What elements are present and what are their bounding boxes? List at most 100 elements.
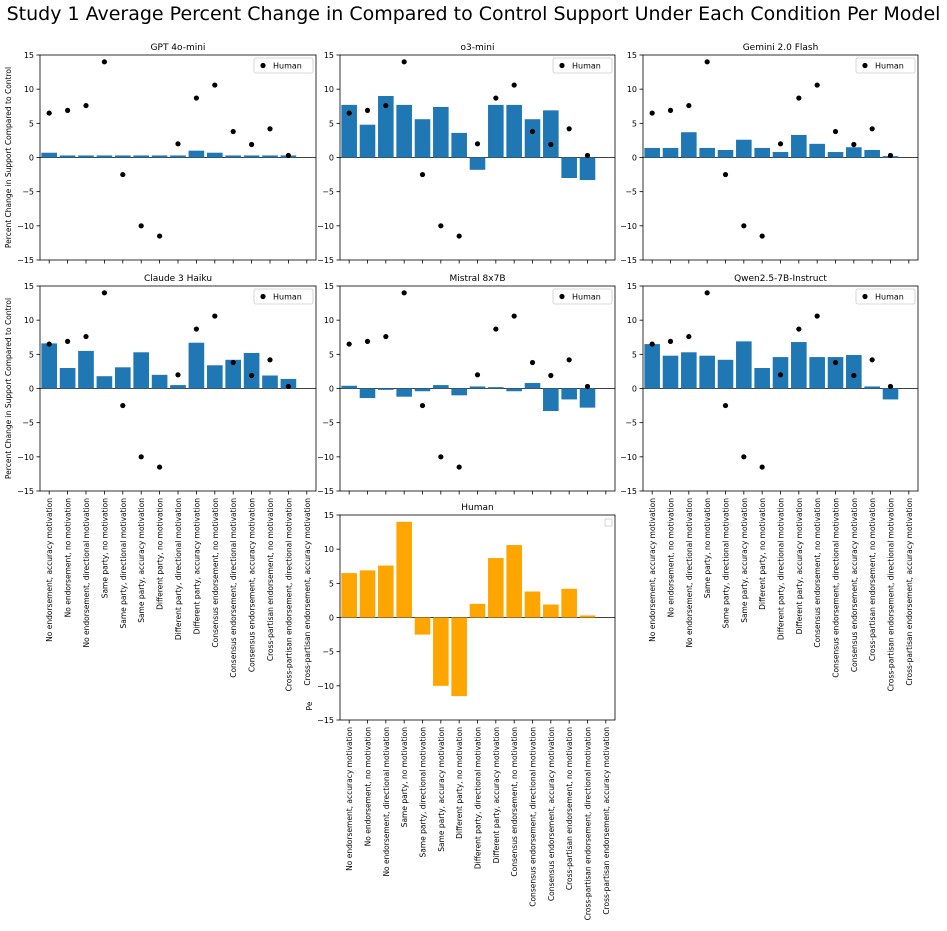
figure-title: Study 1 Average Percent Change in Compar… xyxy=(6,3,941,25)
y-tick-label: 5 xyxy=(29,350,34,359)
y-tick-label: −15 xyxy=(317,716,334,725)
human-dot xyxy=(686,333,692,340)
bar xyxy=(882,388,899,400)
y-tick-label: −15 xyxy=(620,487,637,496)
human-dot xyxy=(796,326,802,332)
bar xyxy=(96,155,113,158)
bar xyxy=(41,152,58,158)
bar xyxy=(681,132,697,158)
y-axis-label-fragment: Pe xyxy=(305,701,314,710)
bar xyxy=(78,155,94,158)
human-dot xyxy=(474,141,481,147)
human-dot xyxy=(511,82,517,88)
human-dot xyxy=(814,313,820,319)
legend-box xyxy=(253,288,314,305)
bar xyxy=(341,573,357,618)
bar xyxy=(506,545,522,618)
x-tick-label: Cross-partisan endorsement, accuracy mot… xyxy=(905,498,914,686)
x-tick-label: Consensus endorsement, directional motiv… xyxy=(229,498,238,678)
human-dot xyxy=(438,454,444,460)
bar xyxy=(827,357,844,389)
bar xyxy=(414,119,431,158)
x-tick-label: Cross-partisan endorsement, no motivatio… xyxy=(868,498,877,661)
human-dot xyxy=(401,59,407,65)
y-tick-label: −10 xyxy=(620,222,637,231)
human-dot xyxy=(419,402,426,409)
bar xyxy=(451,388,467,396)
bar xyxy=(699,147,715,158)
subplot-title: Gemini 2.0 Flash xyxy=(743,43,819,53)
subplot-title: Mistral 8x7B xyxy=(449,274,505,284)
bar xyxy=(433,106,449,158)
bar xyxy=(506,388,522,392)
human-dot xyxy=(230,359,236,366)
bar xyxy=(772,152,789,158)
bar xyxy=(206,152,223,158)
human-dot xyxy=(529,128,536,135)
bar xyxy=(579,157,596,181)
bar xyxy=(133,352,150,389)
bar xyxy=(451,617,467,697)
bar xyxy=(579,615,596,618)
x-tick-label: Cross-partisan endorsement, directional … xyxy=(887,498,896,692)
human-dot xyxy=(285,383,291,390)
y-tick-label: 15 xyxy=(24,51,34,60)
y-tick-label: −5 xyxy=(22,188,34,197)
human-dot xyxy=(649,341,655,347)
human-dot xyxy=(686,102,692,109)
bar xyxy=(754,147,770,158)
y-tick-label: −5 xyxy=(322,419,334,428)
x-tick-label: Consensus endorsement, no motivation xyxy=(211,498,220,648)
y-tick-label: 15 xyxy=(627,51,637,60)
bar xyxy=(378,565,394,618)
bar xyxy=(188,150,205,158)
human-dot xyxy=(814,82,820,88)
y-tick-label: −5 xyxy=(625,419,637,428)
human-dot xyxy=(230,128,236,135)
bar xyxy=(59,368,76,389)
y-tick-label: 10 xyxy=(324,316,334,325)
y-tick-label: 10 xyxy=(627,316,637,325)
bar xyxy=(225,155,242,158)
human-dot xyxy=(851,372,857,379)
subplot-title: Qwen2.5-7B-Instruct xyxy=(734,274,827,284)
legend-marker xyxy=(260,62,266,69)
bar xyxy=(736,139,752,158)
x-tick-label: Consensus endorsement, no motivation xyxy=(813,498,822,648)
y-tick-label: −15 xyxy=(620,256,637,265)
y-tick-label: 10 xyxy=(24,85,34,94)
bar xyxy=(644,147,660,158)
human-dot xyxy=(364,107,371,113)
bar xyxy=(451,132,467,158)
bar xyxy=(809,357,825,389)
x-tick-label: Same party, directional motivation xyxy=(419,727,428,858)
x-tick-label: No endorsement, accuracy motivation xyxy=(345,727,354,871)
human-dot xyxy=(157,464,163,470)
y-tick-label: 15 xyxy=(24,282,34,291)
x-tick-label: No endorsement, no motivation xyxy=(364,727,373,847)
x-tick-label: Same party, no motivation xyxy=(703,498,712,599)
legend-box xyxy=(253,57,314,74)
human-dot xyxy=(493,326,499,332)
bar xyxy=(78,350,94,389)
x-tick-label: Different party, no motivation xyxy=(156,498,165,610)
x-tick-label: No endorsement, accuracy motivation xyxy=(648,498,657,642)
bar xyxy=(644,344,660,389)
human-dot xyxy=(704,290,710,296)
legend-box xyxy=(552,288,613,305)
x-tick-label: Consensus endorsement, directional motiv… xyxy=(832,498,841,678)
human-dot xyxy=(566,126,572,132)
legend-box xyxy=(552,57,613,74)
y-tick-label: 10 xyxy=(627,85,637,94)
legend-marker xyxy=(559,62,565,69)
y-tick-label: 10 xyxy=(24,316,34,325)
human-dot xyxy=(704,59,710,65)
y-tick-label: 10 xyxy=(324,545,334,554)
human-dot xyxy=(138,223,144,229)
y-tick-label: 0 xyxy=(29,385,34,394)
y-tick-label: 0 xyxy=(329,154,334,163)
legend-label: Human xyxy=(572,62,601,71)
bar xyxy=(114,367,131,389)
human-dot xyxy=(493,95,499,101)
human-dot xyxy=(83,333,89,340)
